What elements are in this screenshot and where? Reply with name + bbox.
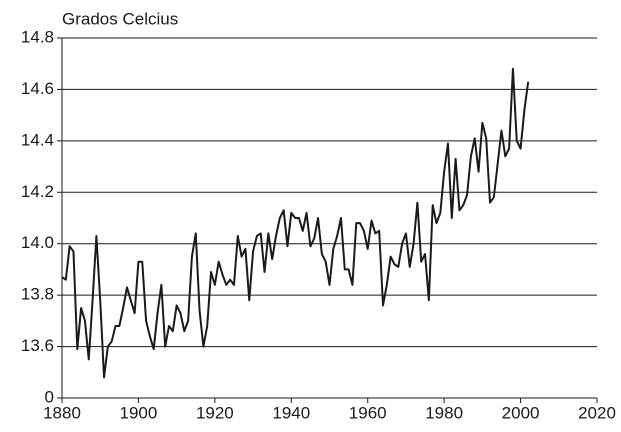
x-tick-label: 2000 — [502, 403, 540, 422]
y-tick-label: 13.8 — [21, 285, 54, 304]
y-tick-label: 14.2 — [21, 182, 54, 201]
y-tick-label: 13.6 — [21, 336, 54, 355]
y-tick-label: 0 — [45, 387, 54, 406]
x-tick-label: 1920 — [196, 403, 234, 422]
x-tick-label: 2020 — [578, 403, 616, 422]
x-tick-label: 1960 — [349, 403, 387, 422]
y-tick-label: 14.4 — [21, 130, 54, 149]
x-tick-label: 1940 — [272, 403, 310, 422]
y-tick-label: 14.0 — [21, 233, 54, 252]
y-tick-label: 14.6 — [21, 79, 54, 98]
chart-title: Grados Celcius — [62, 9, 178, 28]
y-tick-label: 14.8 — [21, 27, 54, 46]
x-tick-label: 1880 — [43, 403, 81, 422]
x-tick-label: 1980 — [425, 403, 463, 422]
x-tick-label: 1900 — [120, 403, 158, 422]
data-line — [61, 67, 530, 379]
